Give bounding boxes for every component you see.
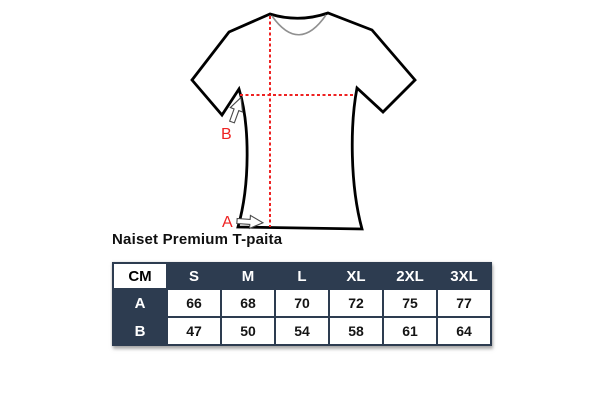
row-b-value-3xl: 64 [436,316,492,346]
row-a-value-xl: 72 [328,288,384,318]
arrow-b-icon [228,96,244,124]
measure-label-b: B [221,126,232,143]
row-a-value-2xl: 75 [382,288,438,318]
table-header-xl: XL [328,262,384,290]
table-header-row: CM S M L XL 2XL 3XL [112,262,492,290]
row-b-value-l: 54 [274,316,330,346]
row-a-value-s: 66 [166,288,222,318]
table-header-3xl: 3XL [436,262,492,290]
product-title: Naiset Premium T-paita [112,231,283,248]
row-a-label: A [112,288,168,318]
table-header-cm: CM [112,262,168,290]
row-b-label: B [112,316,168,346]
row-a-value-m: 68 [220,288,276,318]
table-row-b: B 47 50 54 58 61 64 [112,316,492,346]
row-b-value-m: 50 [220,316,276,346]
row-b-value-s: 47 [166,316,222,346]
measure-label-a: A [222,214,233,231]
tshirt-outline [190,11,417,231]
row-a-value-3xl: 77 [436,288,492,318]
table-header-l: L [274,262,330,290]
size-table: CM S M L XL 2XL 3XL A 66 68 70 72 75 77 … [112,262,492,346]
table-header-s: S [166,262,222,290]
row-a-value-l: 70 [274,288,330,318]
table-header-2xl: 2XL [382,262,438,290]
arrow-a-icon [236,214,265,230]
row-b-value-2xl: 61 [382,316,438,346]
tshirt-neckline-back [271,14,327,36]
row-b-value-xl: 58 [328,316,384,346]
table-row-a: A 66 68 70 72 75 77 [112,288,492,318]
table-header-m: M [220,262,276,290]
